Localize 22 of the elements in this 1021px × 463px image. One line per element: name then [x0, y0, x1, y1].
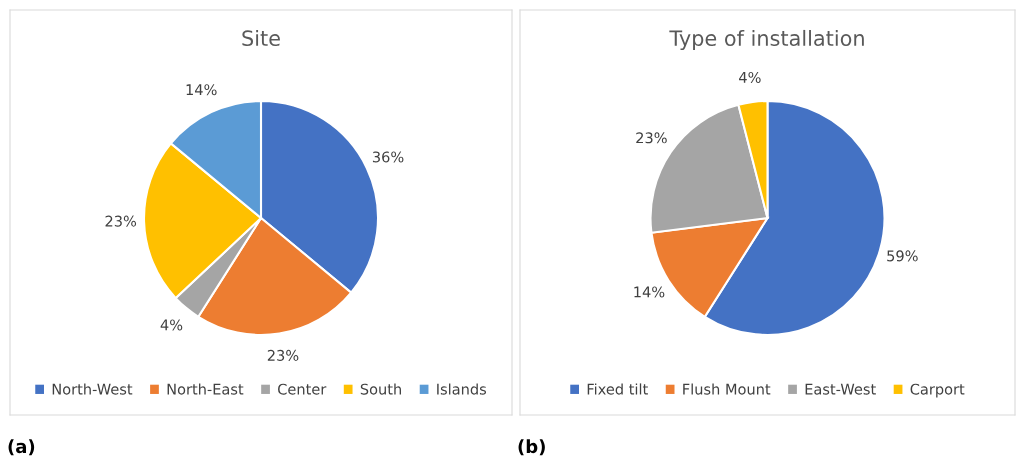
legend-label: North-East: [167, 383, 244, 395]
data-label: 59%: [887, 250, 918, 262]
data-label: 23%: [105, 215, 137, 227]
legend-label: East-West: [805, 383, 876, 395]
legend-label: North-West: [52, 383, 133, 395]
legend-label: Carport: [910, 383, 965, 398]
legend-label: South: [360, 383, 401, 395]
data-label: 4%: [160, 319, 183, 331]
data-label: 23%: [636, 132, 667, 144]
text: (b): [518, 439, 545, 456]
data-label: 4%: [739, 71, 761, 83]
legend-label: Fixed tilt: [587, 383, 648, 395]
data-label: 14%: [634, 286, 665, 298]
chart-title: Site: [242, 29, 280, 47]
legend-label: Center: [278, 383, 327, 395]
data-label: 23%: [267, 349, 299, 361]
text: (a): [8, 439, 35, 456]
data-label: 14%: [186, 84, 217, 96]
chart-title: Type of installation: [669, 29, 864, 51]
data-label: 36%: [372, 151, 404, 163]
legend-label: Flush Mount: [683, 383, 771, 395]
legend-label: Islands: [437, 383, 487, 395]
